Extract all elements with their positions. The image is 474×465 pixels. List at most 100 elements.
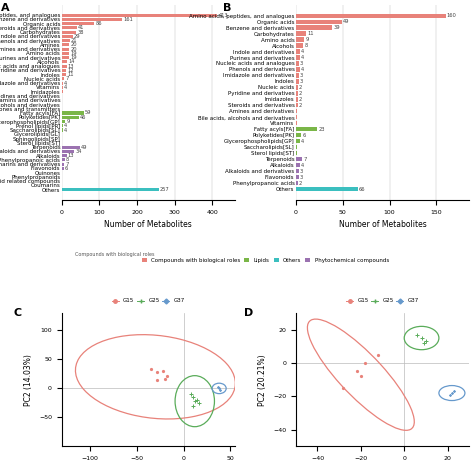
Bar (62, 163, 64, 166)
Text: 6: 6 (302, 133, 306, 138)
Bar (62, 120, 65, 123)
Bar (296, 139, 300, 143)
Text: 14: 14 (68, 60, 74, 64)
Text: 11: 11 (307, 31, 313, 36)
Bar (296, 49, 300, 53)
Text: 8: 8 (304, 43, 308, 48)
Bar (62, 99, 63, 102)
Legend: Compounds with biological roles, Lipids, Others, Phytochemical compounds: Compounds with biological roles, Lipids,… (142, 258, 389, 263)
Text: 3: 3 (300, 61, 303, 66)
Bar (62, 154, 66, 157)
Text: 413: 413 (219, 13, 228, 18)
Bar (296, 151, 297, 155)
Bar (296, 13, 446, 18)
Text: 4: 4 (301, 163, 304, 167)
Text: 7: 7 (303, 157, 307, 162)
Text: 20: 20 (70, 42, 77, 47)
Bar (62, 94, 63, 98)
Text: 86: 86 (95, 21, 102, 26)
Text: 7: 7 (65, 161, 69, 166)
Y-axis label: PC2 (20.21%): PC2 (20.21%) (258, 354, 267, 405)
Bar (62, 167, 64, 170)
Text: 34: 34 (75, 149, 82, 154)
Bar (62, 82, 63, 85)
Bar (296, 145, 297, 149)
Bar (296, 67, 300, 72)
Text: 41: 41 (78, 25, 84, 30)
Text: 4: 4 (64, 123, 67, 128)
Text: 160: 160 (447, 13, 456, 18)
Text: A: A (1, 3, 9, 13)
Text: 3: 3 (300, 73, 303, 78)
Legend: G15, G25, G37: G15, G25, G37 (112, 299, 185, 304)
Bar (62, 35, 73, 38)
Bar (62, 60, 67, 63)
Text: 2: 2 (299, 91, 302, 96)
Bar (62, 150, 74, 153)
Bar (296, 61, 299, 66)
Bar (296, 187, 358, 191)
Bar (62, 47, 69, 51)
Bar (296, 79, 299, 84)
Text: 4: 4 (301, 67, 304, 72)
Bar (62, 77, 64, 80)
Text: 59: 59 (85, 111, 91, 115)
Bar (62, 116, 79, 119)
Bar (296, 181, 298, 185)
Text: 20: 20 (70, 46, 77, 52)
Bar (296, 121, 297, 126)
Legend: G15, G25, G37: G15, G25, G37 (346, 299, 419, 304)
Bar (296, 26, 332, 30)
Text: 11: 11 (67, 72, 73, 77)
Text: 9: 9 (66, 119, 70, 124)
Bar (62, 56, 69, 59)
Bar (62, 31, 76, 33)
Text: 4: 4 (64, 81, 67, 86)
Bar (296, 91, 298, 95)
Text: 21: 21 (71, 38, 77, 43)
Text: 2: 2 (299, 180, 302, 186)
Bar (296, 103, 298, 107)
Bar (296, 97, 298, 101)
Text: 12: 12 (67, 68, 74, 73)
Text: 46: 46 (80, 115, 86, 120)
Bar (62, 146, 80, 149)
Text: 29: 29 (73, 34, 80, 39)
X-axis label: Number of Metabolites: Number of Metabolites (104, 220, 192, 229)
Bar (296, 109, 297, 113)
Text: 66: 66 (359, 186, 365, 192)
Text: 19: 19 (70, 51, 76, 56)
Bar (62, 65, 66, 68)
Text: 3: 3 (300, 79, 303, 84)
Text: 2: 2 (299, 97, 302, 102)
Bar (296, 85, 298, 90)
Bar (296, 38, 304, 42)
Bar (62, 112, 84, 114)
Bar (62, 158, 64, 161)
Bar (62, 86, 63, 89)
Bar (296, 157, 302, 161)
Bar (62, 69, 66, 72)
Bar (296, 175, 299, 179)
Text: 161: 161 (123, 17, 133, 22)
Text: 6: 6 (65, 166, 68, 171)
Bar (296, 115, 297, 120)
X-axis label: Number of Metabolites: Number of Metabolites (338, 220, 427, 229)
Text: C: C (13, 308, 21, 318)
Bar (62, 27, 77, 29)
Text: 9: 9 (305, 37, 309, 42)
Text: 13: 13 (68, 64, 74, 69)
Text: 23: 23 (319, 127, 325, 132)
Text: 49: 49 (81, 145, 88, 150)
Text: 3: 3 (300, 169, 303, 173)
Bar (62, 18, 122, 21)
Text: 38: 38 (77, 30, 83, 34)
Text: 257: 257 (160, 187, 169, 192)
Text: 39: 39 (333, 25, 340, 30)
Text: 7: 7 (65, 76, 69, 81)
Text: 3: 3 (300, 174, 303, 179)
Bar (62, 39, 70, 42)
Bar (296, 73, 299, 78)
Bar (296, 55, 300, 60)
Y-axis label: PC2 (14.03%): PC2 (14.03%) (24, 354, 33, 405)
